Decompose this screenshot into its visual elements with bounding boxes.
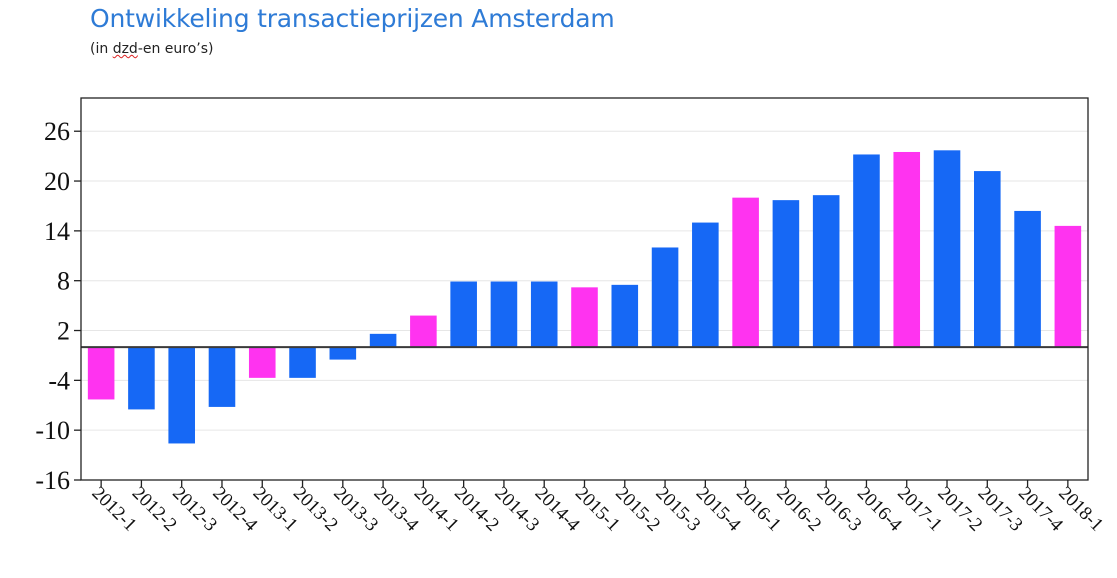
x-tick-label: 2014-4 (531, 483, 584, 536)
x-tick-label: 2012-2 (128, 483, 181, 536)
y-tick-label: 2 (57, 317, 70, 346)
x-tick-label: 2017-1 (893, 483, 946, 536)
x-tick-label: 2017-4 (1014, 483, 1067, 536)
bar (611, 284, 639, 348)
x-tick-label: 2014-1 (410, 483, 463, 536)
bar (853, 154, 880, 348)
chart-title: Ontwikkeling transactieprijzen Amsterdam (90, 4, 615, 33)
x-tick-label: 2016-1 (732, 483, 785, 536)
bar (571, 287, 598, 348)
x-tick-label: 2012-4 (208, 483, 261, 536)
x-tick-label: 2013-4 (370, 483, 423, 536)
chart-subtitle: (in dzd-en euro’s) (90, 41, 214, 57)
y-tick-label: 14 (44, 217, 70, 246)
bar (692, 222, 719, 348)
y-tick-label: -4 (48, 366, 70, 395)
x-tick-label: 2012-3 (168, 483, 221, 536)
y-tick-label: 26 (44, 117, 70, 146)
y-axis: 26 20 14 8 2 -4 -10 -16 (35, 117, 81, 495)
subtitle-suffix: -en euro’s) (137, 41, 214, 57)
bar (530, 281, 558, 348)
x-tick-label: 2014-3 (490, 483, 543, 536)
x-tick-label: 2012-1 (88, 483, 141, 536)
bar (369, 333, 397, 348)
bar (772, 200, 800, 348)
x-tick-label: 2015-3 (652, 483, 705, 536)
bars (87, 150, 1082, 444)
x-tick-label: 2016-4 (853, 483, 906, 536)
x-tick-label: 2018-1 (1054, 483, 1107, 536)
y-tick-label: 8 (57, 267, 70, 296)
bar (974, 171, 1001, 348)
bar (490, 281, 518, 348)
x-axis: 2012-12012-22012-32012-42013-12013-22013… (88, 480, 1107, 536)
x-tick-label: 2015-2 (611, 483, 664, 536)
bar (248, 347, 276, 378)
x-tick-label: 2013-2 (289, 483, 342, 536)
y-tick-label: 20 (44, 167, 70, 196)
x-tick-label: 2016-3 (813, 483, 866, 536)
bar (651, 247, 679, 348)
bar (450, 281, 477, 348)
subtitle-prefix: (in (90, 41, 113, 57)
bar (208, 347, 236, 407)
bar (812, 195, 840, 348)
x-tick-label: 2015-1 (571, 483, 624, 536)
x-tick-label: 2014-2 (450, 483, 503, 536)
bar (732, 197, 759, 348)
bar (128, 347, 155, 410)
bar (329, 347, 357, 360)
x-tick-label: 2013-1 (249, 483, 302, 536)
bar (893, 151, 921, 348)
x-tick-label: 2017-3 (974, 483, 1027, 536)
x-tick-label: 2016-2 (772, 483, 825, 536)
bar (168, 347, 195, 444)
bar (410, 315, 437, 348)
y-tick-label: -10 (35, 416, 70, 445)
y-tick-label: -16 (35, 466, 70, 495)
bar (1014, 210, 1041, 348)
bar (933, 150, 961, 348)
bar (1054, 225, 1082, 348)
bar (87, 347, 115, 400)
x-tick-label: 2015-4 (692, 483, 745, 536)
x-tick-label: 2017-2 (933, 483, 986, 536)
x-tick-label: 2013-3 (329, 483, 382, 536)
bar (289, 347, 316, 378)
subtitle-marked-word: dzd (112, 41, 138, 57)
